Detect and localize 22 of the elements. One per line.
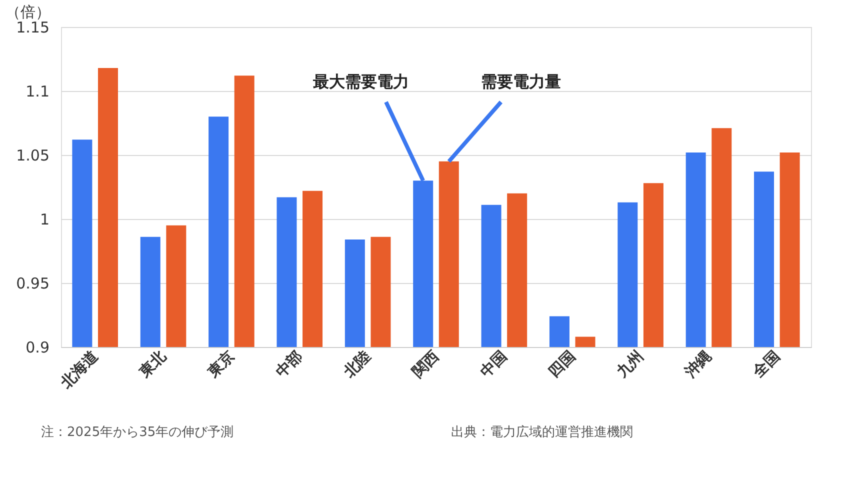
x-tick-label: 東北 xyxy=(134,346,170,382)
x-tick-label: 中国 xyxy=(476,347,511,382)
y-tick-label: 1.05 xyxy=(16,146,50,164)
y-tick-label: 0.9 xyxy=(26,338,50,356)
x-tick-label: 全国 xyxy=(748,347,784,382)
text: 最大需要電力 xyxy=(312,72,409,91)
text: 需要電力量 xyxy=(481,72,561,91)
source-note: 出典：電力広域的運営推進機関 xyxy=(451,424,633,440)
x-tick-label: 沖縄 xyxy=(680,347,716,382)
text: 注：2025年から35年の伸び予測 xyxy=(41,425,234,440)
x-tick-label: 中部 xyxy=(272,347,306,382)
x-tick-label: 北海道 xyxy=(56,346,102,392)
x-tick-label: 関西 xyxy=(408,347,442,382)
y-tick-label: 1.1 xyxy=(26,82,50,100)
x-tick-label: 九州 xyxy=(612,347,647,382)
y-tick-label: 1.15 xyxy=(16,18,50,36)
y-tick-label: 1 xyxy=(40,210,50,228)
x-tick-label: 北陸 xyxy=(340,347,374,382)
y-tick-label: 0.95 xyxy=(16,274,50,292)
x-tick-label: 東京 xyxy=(203,347,238,382)
x-tick-label: 四国 xyxy=(544,347,579,382)
y-axis-title: （倍） xyxy=(6,3,51,21)
